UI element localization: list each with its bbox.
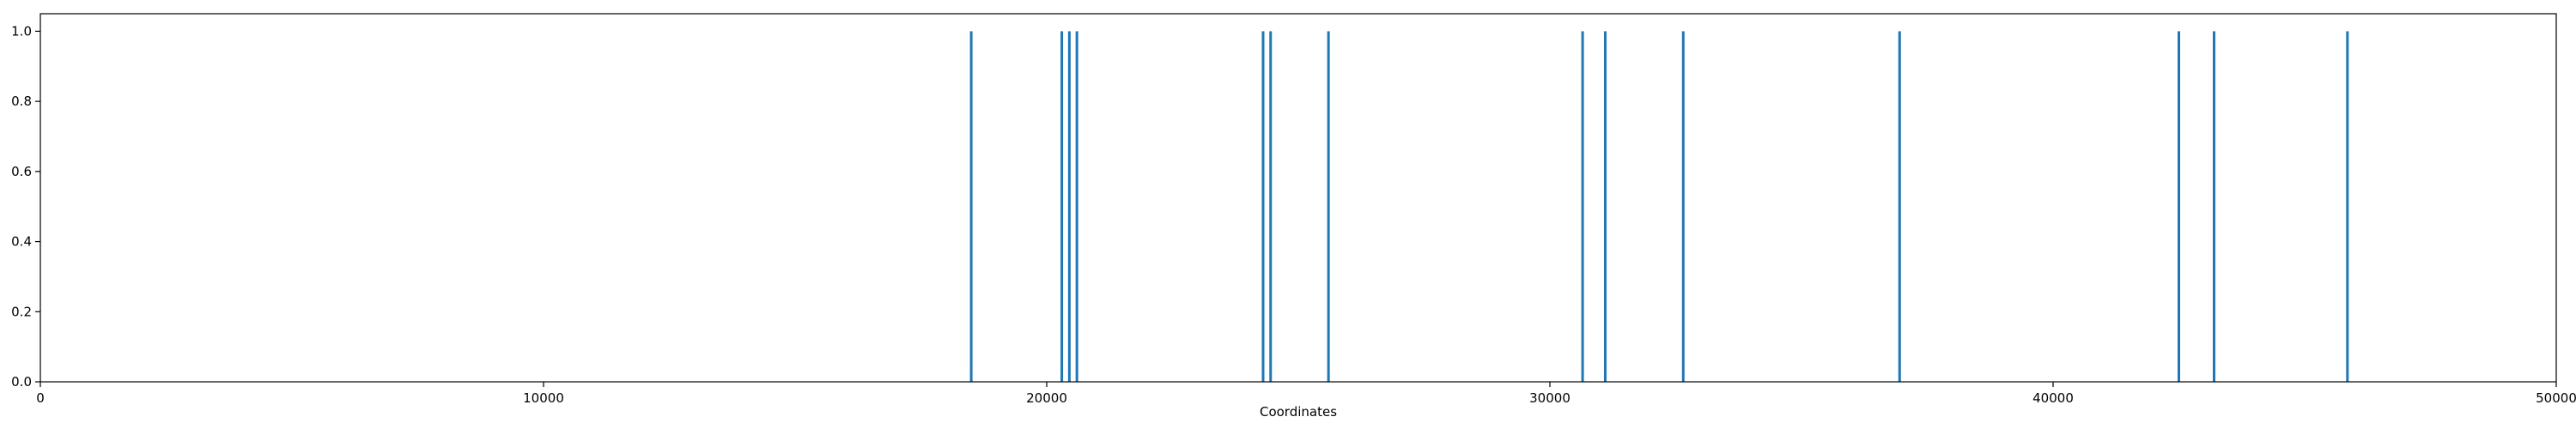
bar-1 — [1060, 31, 1064, 383]
bar-12 — [2213, 31, 2216, 383]
y-tick-label: 0.8 — [11, 94, 32, 109]
x-tick-label: 20000 — [1026, 390, 1067, 406]
y-tick-label: 0.0 — [11, 374, 32, 390]
y-axis-ticks: 0.0 0.2 0.4 0.6 0.8 1.0 — [11, 23, 40, 390]
bar-11 — [2178, 31, 2180, 383]
y-tick-label: 0.2 — [11, 304, 32, 319]
bar-10 — [1898, 31, 1901, 383]
bar-0 — [969, 31, 973, 383]
bar-9 — [1681, 31, 1685, 383]
bar-6 — [1327, 31, 1330, 383]
x-axis-label: Coordinates — [1260, 404, 1337, 420]
bar-2 — [1067, 31, 1071, 383]
x-tick-label: 50000 — [2536, 390, 2576, 406]
x-tick-label: 10000 — [523, 390, 564, 406]
bar-7 — [1581, 31, 1584, 383]
x-tick-label: 0 — [36, 390, 45, 406]
bar-4 — [1261, 31, 1265, 383]
y-tick-label: 1.0 — [11, 23, 32, 39]
x-tick-label: 30000 — [1529, 390, 1571, 406]
bar-5 — [1269, 31, 1273, 383]
bar-13 — [2346, 31, 2349, 383]
bar-8 — [1603, 31, 1607, 383]
plot-area — [40, 14, 2556, 382]
x-tick-label: 40000 — [2032, 390, 2074, 406]
x-axis-ticks: 0 10000 20000 30000 40000 50000 — [36, 382, 2576, 406]
y-tick-label: 0.4 — [11, 234, 32, 250]
bars-group — [969, 31, 2349, 383]
plot-frame — [39, 13, 2557, 383]
y-tick-label: 0.6 — [11, 164, 32, 179]
bar-3 — [1075, 31, 1078, 383]
